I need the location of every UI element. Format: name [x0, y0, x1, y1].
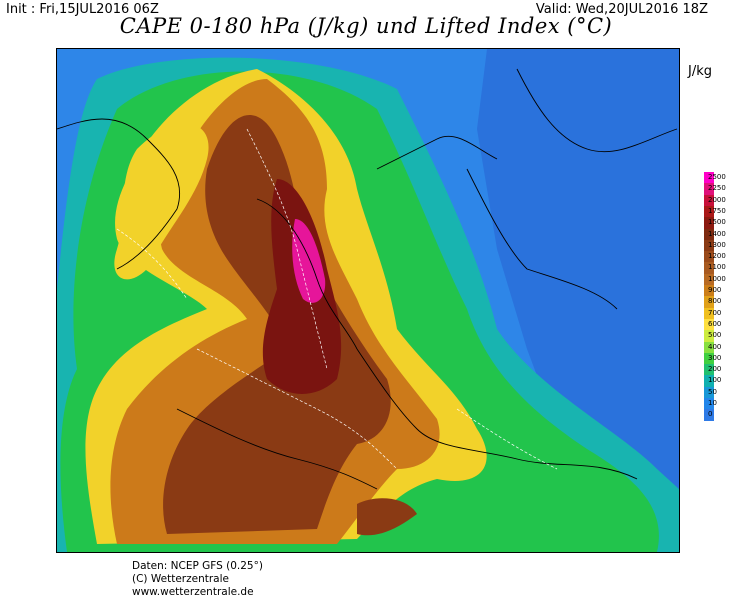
colorbar-tick-label: 10 [708, 399, 717, 407]
colorbar-segment [704, 364, 714, 376]
colorbar-segment [704, 273, 714, 286]
colorbar-tick-label: 2500 [708, 173, 726, 181]
colorbar-tick-label: 900 [708, 286, 722, 294]
colorbar-segment [704, 239, 714, 252]
data-source: Daten: NCEP GFS (0.25°) [132, 560, 263, 572]
colorbar-tick-label: 100 [708, 376, 722, 385]
colorbar-tick-label: 200 [708, 365, 722, 374]
colorbar-unit: J/kg [688, 64, 712, 79]
colorbar-tick-label: 1500 [708, 218, 726, 227]
colorbar-segment [704, 183, 714, 196]
colorbar-tick-label: 800 [708, 297, 722, 306]
colorbar-segment [704, 296, 714, 309]
colorbar-segment [704, 409, 714, 422]
colorbar-segment [704, 330, 714, 342]
valid-time: Valid: Wed,20JUL2016 18Z [535, 2, 708, 17]
weather-map [56, 48, 680, 553]
colorbar-segment [704, 375, 714, 388]
colorbar-segment [704, 262, 714, 275]
colorbar-tick-label: 1750 [708, 206, 726, 215]
colorbar-tick-label: 400 [708, 342, 722, 351]
init-time: Init : Fri,15JUL2016 06Z [6, 2, 159, 17]
colorbar-tick-label: 1300 [708, 240, 726, 249]
colorbar-segment [704, 352, 714, 365]
colorbar-segment [704, 386, 714, 399]
low-cape-field-east [477, 49, 679, 552]
cape-field-west-arm [114, 123, 209, 280]
cape-field-peak-magenta [292, 219, 326, 303]
colorbar-tick-label: 2250 [708, 184, 726, 193]
lifted-index-contours [116, 128, 558, 470]
copyright: (C) Wetterzentrale [132, 573, 229, 585]
colorbar-tick-label: 600 [708, 319, 722, 328]
colorbar-tick-label: 1400 [708, 229, 726, 238]
cape-field-map [57, 49, 679, 552]
cape-field-south-patch [357, 498, 417, 536]
coastlines [57, 68, 678, 490]
colorbar-tick-label: 0 [708, 410, 713, 419]
colorbar-tick-label: 1000 [708, 274, 726, 283]
colorbar-segment [704, 205, 714, 218]
colorbar-segment [704, 341, 714, 354]
colorbar-segment [704, 217, 714, 229]
colorbar-tick-label: 2000 [708, 195, 726, 204]
colorbar-tick-label: 1200 [708, 252, 726, 261]
colorbar-segment [704, 285, 714, 297]
colorbar-segment [704, 398, 714, 410]
colorbar-tick-label: 300 [708, 353, 722, 362]
colorbar-tick-label: 700 [708, 308, 722, 317]
colorbar-tick-label: 1100 [708, 263, 726, 272]
footer: Daten: NCEP GFS (0.25°) (C) Wetterzentra… [132, 560, 263, 599]
colorbar-segment [704, 228, 714, 241]
colorbar-tick-label: 500 [708, 331, 722, 340]
website-link[interactable]: www.wetterzentrale.de [132, 586, 254, 598]
colorbar-segment [704, 194, 714, 207]
colorbar-tick-label: 50 [708, 387, 717, 396]
colorbar-segment [704, 172, 714, 184]
colorbar-segment [704, 307, 714, 320]
colorbar-segment [704, 318, 714, 331]
map-title: CAPE 0-180 hPa (J/kg) und Lifted Index (… [119, 14, 613, 38]
colorbar-segment [704, 251, 714, 263]
